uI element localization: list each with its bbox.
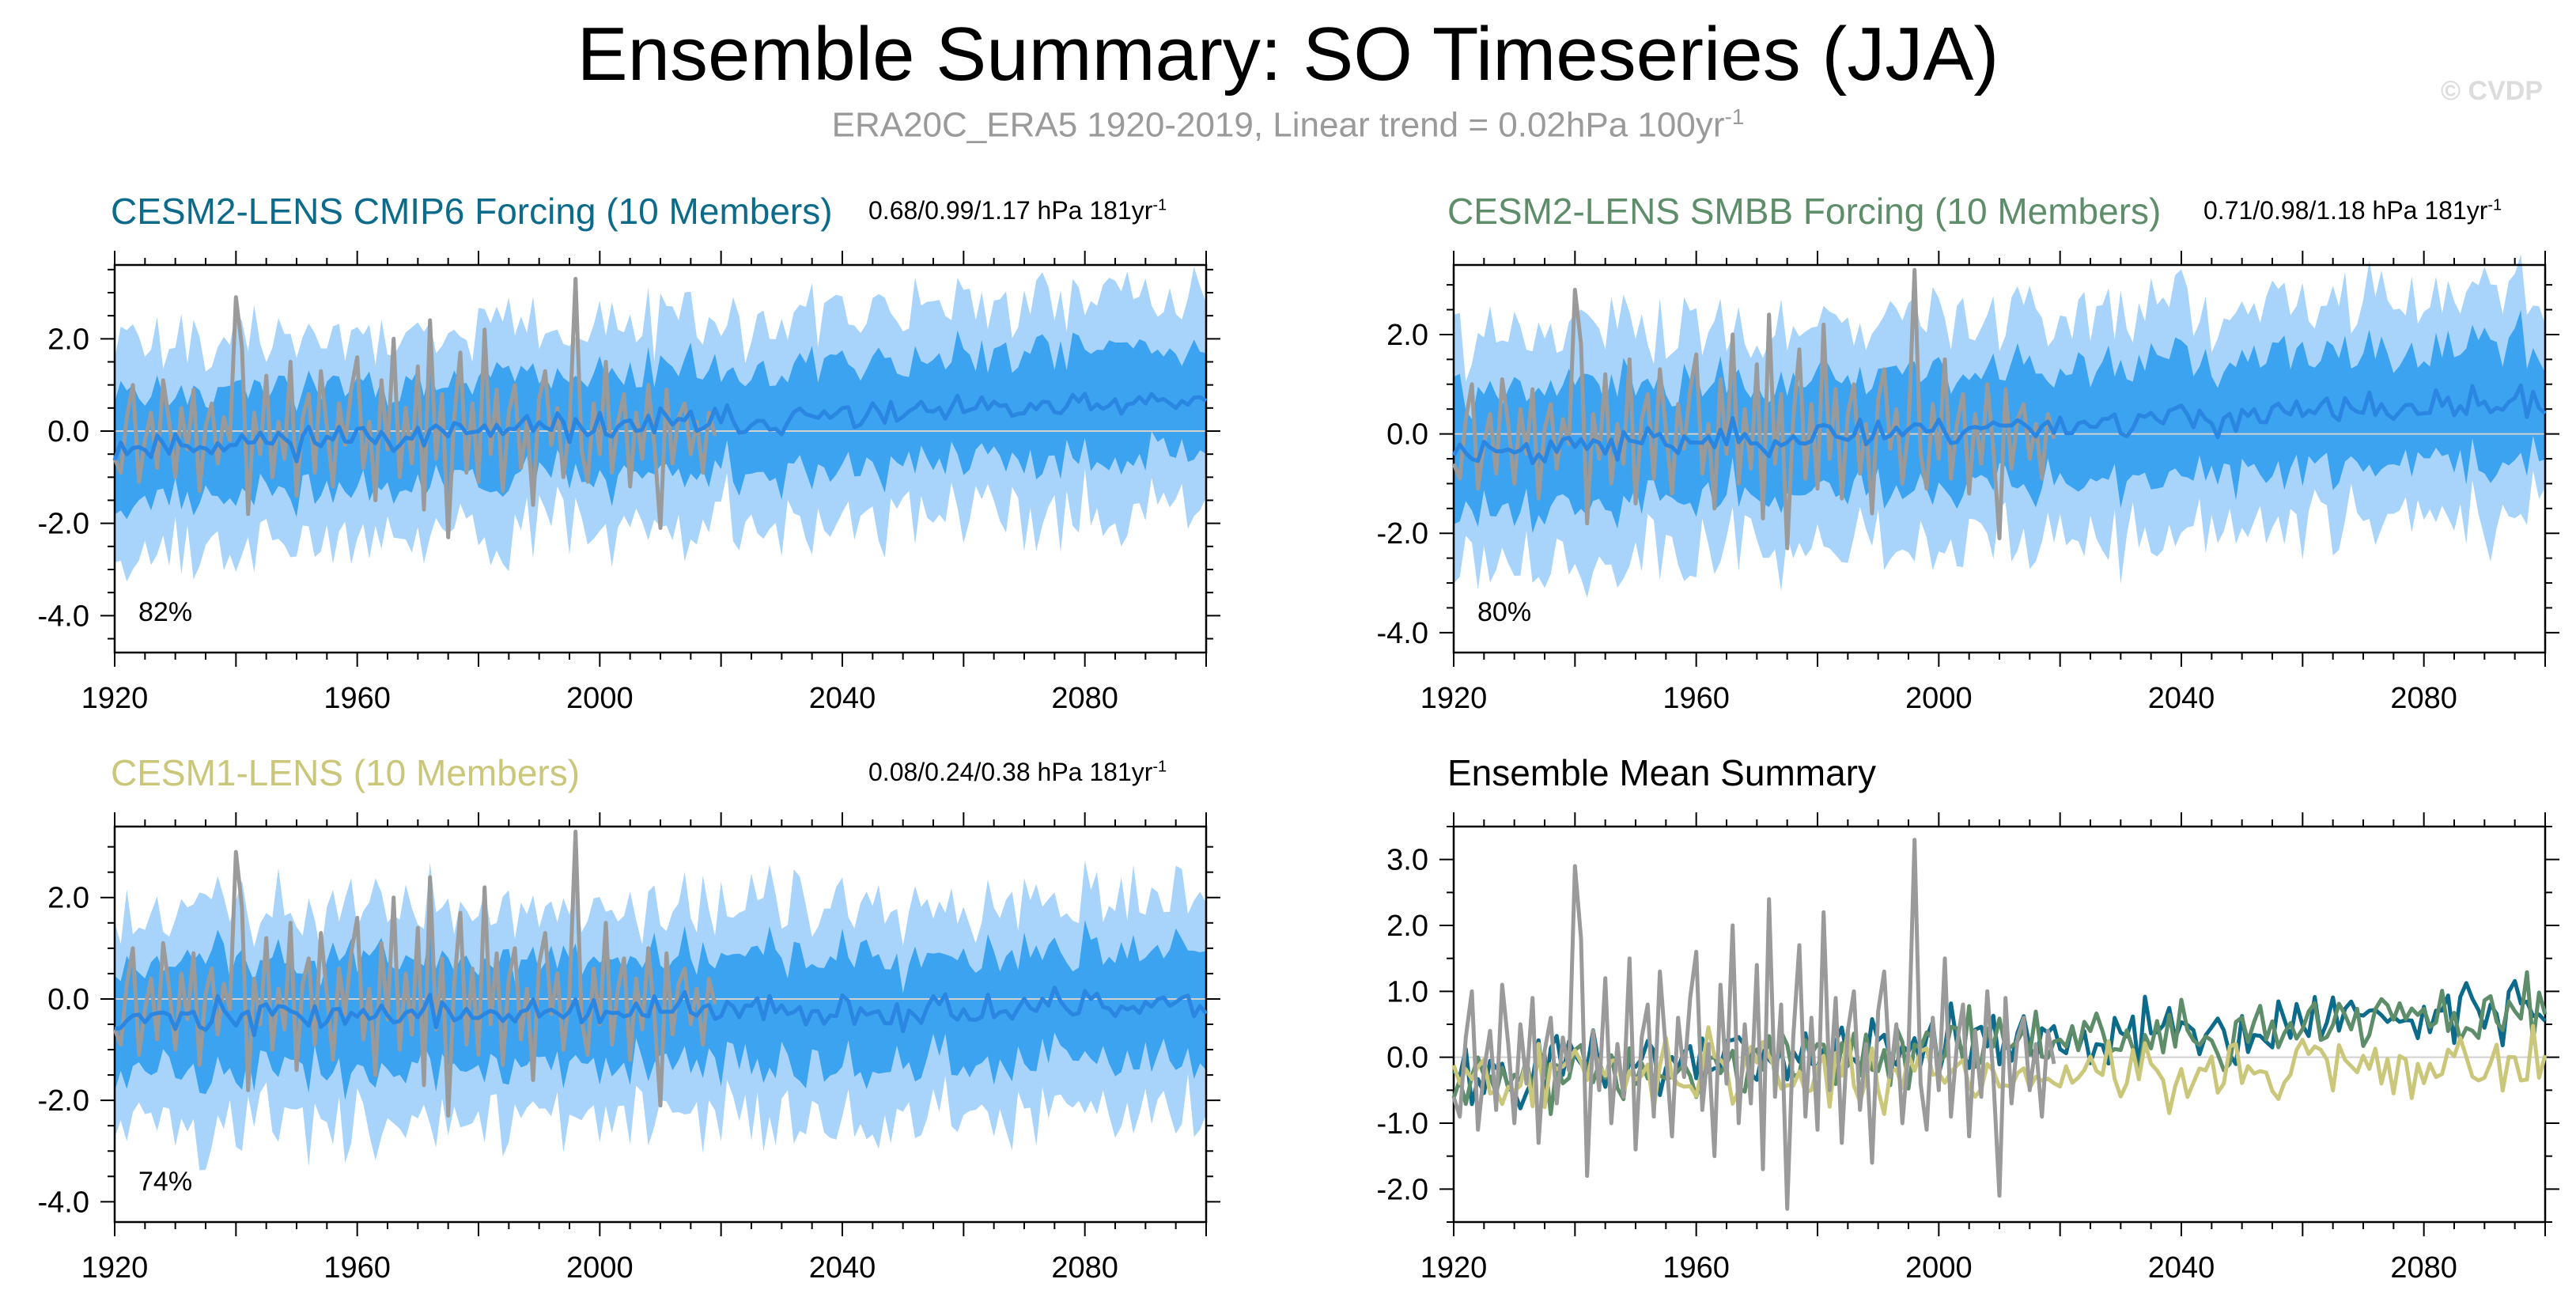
x-tick-label: 1920 (81, 682, 149, 715)
x-tick-label: 2040 (809, 1251, 876, 1285)
bands-group (115, 860, 1206, 1171)
y-tick-label: 2.0 (47, 882, 89, 915)
subtitle-sup: -1 (1724, 104, 1745, 129)
panel-stat: 0.08/0.24/0.38 hPa 181yr-1 (868, 758, 1167, 787)
panel-stat-text: 0.71/0.98/1.18 hPa 181yr (2203, 196, 2488, 225)
panel-title: CESM2-LENS CMIP6 Forcing (10 Members) (111, 191, 833, 232)
x-tick-label: 2080 (2390, 1251, 2457, 1285)
y-tick-label: -4.0 (1377, 617, 1428, 650)
bands-group (115, 267, 1206, 582)
y-tick-label: 2.0 (1386, 319, 1428, 352)
x-tick-label: 1960 (1662, 1251, 1730, 1285)
inner-range-band (1454, 309, 2545, 533)
y-tick-label: 2.0 (47, 323, 89, 356)
observed-line (1451, 267, 2056, 551)
panel-stat-text: 0.68/0.99/1.17 hPa 181yr (868, 196, 1153, 225)
y-tick-label: 0.0 (47, 983, 89, 1016)
x-tick-label: 2080 (2390, 682, 2457, 715)
observed-line (1451, 838, 2056, 1211)
percent-label: 74% (138, 1167, 192, 1197)
subtitle-text: ERA20C_ERA5 1920-2019, Linear trend = 0.… (831, 105, 1725, 145)
x-tick-label: 2000 (1905, 682, 1973, 715)
x-tick-label: 1920 (1420, 682, 1488, 715)
panel-stat: 0.68/0.99/1.17 hPa 181yr-1 (868, 196, 1167, 225)
x-tick-label: 2000 (566, 682, 634, 715)
x-tick-label: 1960 (323, 682, 391, 715)
plot-frame (1452, 263, 2547, 654)
cvdp-watermark: © CVDP (2441, 76, 2543, 106)
panel-stat-sup: -1 (1152, 196, 1167, 214)
y-tick-label: 0.0 (47, 415, 89, 448)
mean-series-line (1451, 1024, 2548, 1116)
panel-stat: 0.71/0.98/1.18 hPa 181yr-1 (2203, 196, 2502, 225)
x-tick-label: 2080 (1051, 1251, 1118, 1285)
y-tick-label: 0.0 (1386, 418, 1428, 452)
x-tick-label: 1920 (1420, 1251, 1488, 1285)
panel-stat-sup: -1 (1152, 758, 1167, 776)
y-tick-label: 2.0 (1386, 910, 1428, 943)
y-tick-label: -2.0 (38, 508, 89, 541)
panel-title: Ensemble Mean Summary (1447, 752, 1876, 793)
y-tick-label: -2.0 (1377, 517, 1428, 551)
axes: 1920 1960 2000 2040 2080 2.0 0.0 -2.0 -4.0 (38, 812, 1220, 1285)
panel-title: CESM2-LENS SMBB Forcing (10 Members) (1447, 191, 2162, 232)
panel-title: CESM1-LENS (10 Members) (111, 752, 581, 793)
axes: 1920 1960 2000 2040 2080 2.0 0.0 -2.0 -4.0 (38, 251, 1220, 715)
x-tick-label: 2040 (809, 682, 876, 715)
plot-frame (1452, 825, 2547, 1224)
y-tick-label: 1.0 (1386, 975, 1428, 1008)
ensemble-mean-line (1451, 383, 2547, 465)
percent-label: 80% (1477, 597, 1531, 627)
percent-label: 82% (138, 597, 192, 627)
ensemble-mean-line (112, 392, 1208, 464)
x-tick-label: 2000 (566, 1251, 634, 1285)
y-tick-label: -1.0 (1377, 1107, 1428, 1141)
plot-frame (113, 825, 1208, 1224)
x-tick-label: 2000 (1905, 1251, 1973, 1285)
x-tick-label: 2040 (2148, 1251, 2215, 1285)
y-tick-label: -2.0 (1377, 1173, 1428, 1206)
x-tick-label: 1920 (81, 1251, 149, 1285)
ensemble-mean-line (114, 986, 1208, 1038)
panel-stat-text: 0.08/0.24/0.38 hPa 181yr (868, 758, 1153, 786)
panel-stat-sup: -1 (2487, 196, 2502, 214)
figure-subtitle: ERA20C_ERA5 1920-2019, Linear trend = 0.… (0, 104, 2576, 146)
y-tick-label: 3.0 (1386, 844, 1428, 877)
y-tick-label: -2.0 (38, 1084, 89, 1118)
observed-line (112, 277, 717, 539)
x-tick-label: 2040 (2148, 682, 2215, 715)
mean-series-line (1452, 978, 2547, 1111)
y-tick-label: -4.0 (38, 1186, 89, 1219)
mean-series-line (1451, 970, 2548, 1116)
inner-range-band (115, 330, 1206, 520)
y-tick-label: 0.0 (1386, 1042, 1428, 1075)
x-tick-label: 1960 (1662, 682, 1730, 715)
x-tick-label: 1960 (323, 1251, 391, 1285)
axes: 1920 1960 2000 2040 2080 2.0 0.0 -2.0 -4.0 (1377, 251, 2559, 715)
y-tick-label: -4.0 (38, 600, 89, 633)
figure-title: Ensemble Summary: SO Timeseries (JJA) (577, 12, 1999, 96)
x-tick-label: 2080 (1051, 682, 1118, 715)
